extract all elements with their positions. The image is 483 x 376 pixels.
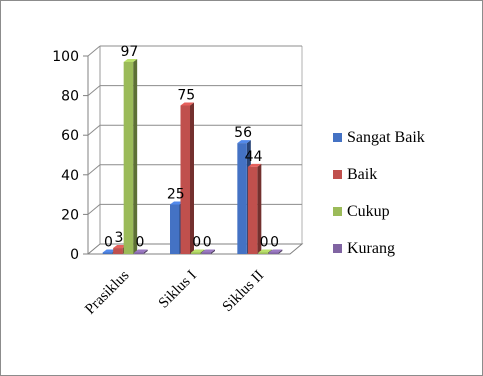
x-axis-categories: Prasiklus Siklus I Siklus II xyxy=(82,267,267,317)
bar-kurang-siklus-i xyxy=(201,249,215,254)
bar-front xyxy=(247,166,258,254)
bar-top xyxy=(258,249,272,253)
y-tick-label: 60 xyxy=(61,128,79,144)
bar-side xyxy=(143,249,148,254)
data-label: 0 xyxy=(270,235,279,251)
bar-baik-siklus-ii xyxy=(247,163,262,254)
legend-item-kurang: Kurang xyxy=(333,240,395,257)
bar-top xyxy=(134,249,148,253)
y-tick-label: 80 xyxy=(61,89,79,105)
data-label: 75 xyxy=(177,88,195,104)
data-label: 56 xyxy=(234,125,252,141)
bar-top xyxy=(191,249,205,253)
gridline-diag xyxy=(87,164,101,176)
data-label: 0 xyxy=(260,235,269,251)
bar-side xyxy=(211,249,215,254)
data-label: 3 xyxy=(114,230,123,246)
bar-front xyxy=(258,252,268,254)
bar-top xyxy=(201,249,215,253)
bar-front xyxy=(134,252,144,254)
bar-baik-siklus-i xyxy=(180,102,194,254)
y-tick-label: 0 xyxy=(70,247,79,263)
bar-front xyxy=(191,252,201,254)
x-category-label: Prasiklus xyxy=(82,267,132,317)
data-label: 0 xyxy=(104,235,113,251)
data-label: 97 xyxy=(121,44,139,60)
bar-front xyxy=(268,252,279,254)
gridlines xyxy=(87,45,302,215)
bar-front xyxy=(170,204,180,254)
bar-top xyxy=(113,245,127,249)
bar-side xyxy=(257,163,262,254)
bar-top xyxy=(180,102,194,106)
legend-swatch xyxy=(333,133,342,142)
legend-label: Baik xyxy=(347,166,377,183)
bar-side xyxy=(133,58,138,254)
y-tick-label: 40 xyxy=(61,168,79,184)
bar-front xyxy=(123,61,134,254)
data-label: 25 xyxy=(167,187,185,203)
bar-front xyxy=(113,248,123,254)
legend-item-baik: Baik xyxy=(333,166,377,183)
bar-top xyxy=(247,163,262,167)
y-tick-label: 100 xyxy=(52,49,79,65)
legend-label: Sangat Baik xyxy=(347,129,425,146)
data-label: 0 xyxy=(192,235,201,251)
bar-top xyxy=(170,201,184,205)
data-label: 0 xyxy=(203,235,212,251)
bar-front xyxy=(102,252,113,254)
y-tick-label: 20 xyxy=(61,207,79,223)
bar-kurang-siklus-ii xyxy=(268,249,283,254)
y-axis-ticks: 0 20 40 60 80 100 xyxy=(52,49,88,263)
chart-walls xyxy=(86,46,304,255)
bar-front xyxy=(237,143,247,254)
bar-front xyxy=(180,105,190,254)
legend-swatch xyxy=(333,244,342,253)
legend-label: Cukup xyxy=(347,203,390,220)
gridline-diag xyxy=(87,204,101,215)
bars xyxy=(102,58,283,254)
legend: Sangat Baik Baik Cukup Kurang xyxy=(333,129,425,257)
legend-swatch xyxy=(333,170,342,179)
bar-side xyxy=(190,102,194,254)
bar-top xyxy=(102,249,117,253)
bar-top xyxy=(123,58,138,62)
gridline-diag xyxy=(87,124,101,136)
legend-swatch xyxy=(333,207,342,216)
gridline-diag xyxy=(87,45,101,57)
bar-top xyxy=(268,249,283,253)
data-label: 44 xyxy=(245,149,263,165)
bar-side xyxy=(278,249,283,254)
bar-top xyxy=(237,140,251,144)
legend-label: Kurang xyxy=(347,240,395,257)
x-category-label: Siklus II xyxy=(220,268,268,316)
data-label: 0 xyxy=(135,235,144,251)
bar-front xyxy=(201,252,211,254)
gridline-diag xyxy=(87,85,101,96)
x-category-label: Siklus I xyxy=(156,268,200,312)
legend-item-cukup: Cukup xyxy=(333,203,390,220)
legend-item-sangat-baik: Sangat Baik xyxy=(333,129,425,146)
bar-cukup-prasiklus xyxy=(123,58,138,254)
bar-kurang-prasiklus xyxy=(134,249,148,254)
